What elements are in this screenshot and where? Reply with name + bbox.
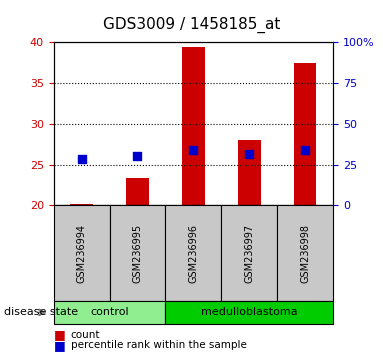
- Text: disease state: disease state: [4, 307, 78, 318]
- Text: percentile rank within the sample: percentile rank within the sample: [71, 340, 247, 350]
- Text: ■: ■: [54, 328, 65, 341]
- Bar: [294, 63, 316, 205]
- Text: GDS3009 / 1458185_at: GDS3009 / 1458185_at: [103, 17, 280, 33]
- Point: [134, 154, 141, 159]
- Text: GSM236994: GSM236994: [77, 224, 87, 282]
- Text: GSM236998: GSM236998: [300, 224, 310, 282]
- Point: [79, 156, 85, 162]
- Text: GSM236997: GSM236997: [244, 223, 254, 283]
- Bar: [182, 47, 205, 205]
- Text: count: count: [71, 330, 100, 339]
- Text: control: control: [90, 307, 129, 318]
- Bar: [70, 204, 93, 205]
- Bar: [238, 140, 260, 205]
- Text: GSM236996: GSM236996: [188, 224, 198, 282]
- Point: [190, 147, 196, 153]
- Text: medulloblastoma: medulloblastoma: [201, 307, 298, 318]
- Bar: [126, 178, 149, 205]
- Text: ■: ■: [54, 339, 65, 352]
- Point: [246, 151, 252, 157]
- Point: [302, 147, 308, 153]
- Text: GSM236995: GSM236995: [133, 223, 142, 283]
